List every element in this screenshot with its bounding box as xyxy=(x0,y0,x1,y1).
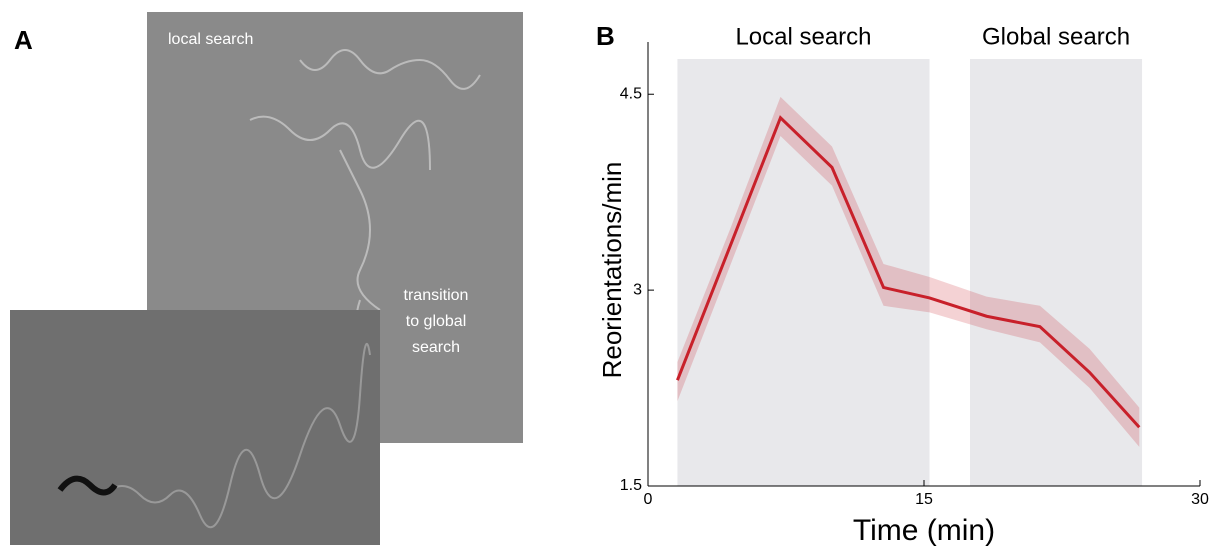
x-tick-label: 15 xyxy=(915,491,933,508)
photo xyxy=(10,310,380,545)
panel-a: A local search transition to global sear… xyxy=(10,12,523,545)
panel-letter: A xyxy=(14,25,33,55)
photo-label: local search xyxy=(168,31,253,48)
x-tick-label: 0 xyxy=(644,491,653,508)
photo-label: search xyxy=(412,339,460,356)
y-tick-label: 3 xyxy=(633,281,642,298)
x-tick-label: 30 xyxy=(1191,491,1209,508)
y-axis-label: Reorientations/min xyxy=(597,162,627,379)
region-label: Local search xyxy=(735,23,871,50)
region xyxy=(970,59,1143,486)
line xyxy=(676,115,1141,429)
y-tick-label: 1.5 xyxy=(620,477,642,494)
photo-label: to global xyxy=(406,313,467,330)
photo-label: transition xyxy=(404,287,469,304)
x-axis-label: Time (min) xyxy=(853,514,995,547)
panel-letter: B xyxy=(596,21,615,51)
error-band xyxy=(677,96,1140,447)
worm-track xyxy=(249,49,481,421)
panel-b: B Time (min) Reorientations/min Local se… xyxy=(596,21,1209,547)
worm-track xyxy=(109,342,371,528)
y-tick-label: 4.5 xyxy=(620,85,642,102)
worm xyxy=(57,475,118,496)
region-label: Global search xyxy=(982,23,1130,50)
